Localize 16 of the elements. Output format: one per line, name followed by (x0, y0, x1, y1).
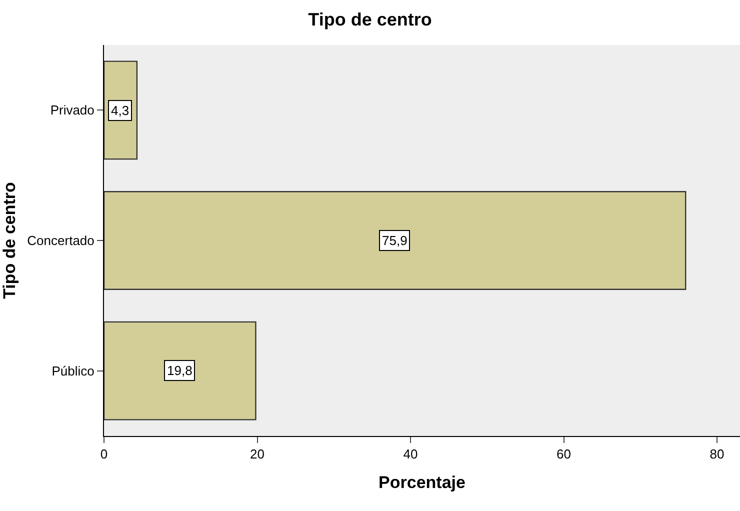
x-tick-label: 20 (250, 446, 264, 462)
data-label: 19,8 (167, 363, 192, 378)
data-label: 4,3 (111, 103, 130, 118)
bar (104, 191, 686, 290)
data-label: 75,9 (382, 233, 408, 248)
x-axis-title: Porcentaje (378, 473, 466, 492)
chart-title: Tipo de centro (308, 9, 432, 30)
y-tick-label: Privado (50, 102, 94, 118)
y-axis-title: Tipo de centro (0, 182, 19, 299)
bar (104, 321, 256, 420)
x-tick-label: 40 (403, 446, 418, 462)
y-tick-label: Concertado (27, 233, 94, 248)
x-tick-label: 80 (710, 446, 724, 462)
x-tick-label: 60 (556, 446, 571, 462)
y-tick-label: Público (52, 363, 94, 378)
x-tick-label: 0 (100, 446, 108, 462)
